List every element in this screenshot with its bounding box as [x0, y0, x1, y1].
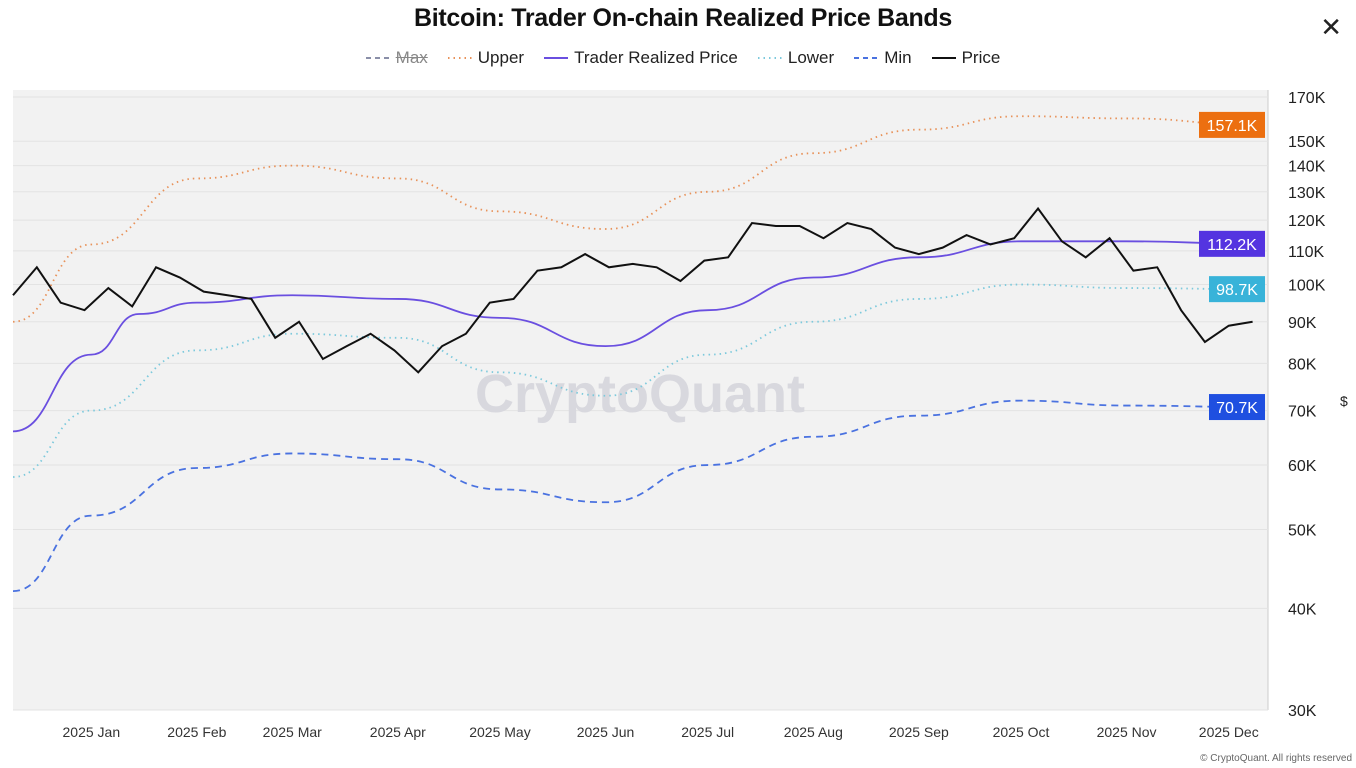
legend-item[interactable]: Upper [447, 48, 525, 68]
x-tick-label: 2025 Jul [681, 724, 734, 740]
currency-icon[interactable]: $ [1340, 393, 1348, 409]
last-value-badge [1209, 394, 1265, 421]
legend-label: Max [395, 48, 428, 67]
last-value-badge [1199, 111, 1265, 138]
last-value-label: 157.1K [1207, 118, 1258, 135]
plot-area [13, 90, 1268, 710]
last-value-badge [1209, 276, 1265, 303]
x-tick-label: 2025 Feb [167, 724, 226, 740]
last-value-label: 98.7K [1216, 282, 1258, 299]
legend-swatch [854, 57, 879, 59]
legend-label: Min [884, 48, 912, 67]
x-tick-label: 2025 Aug [784, 724, 843, 740]
x-tick-label: 2025 Apr [370, 724, 426, 740]
x-tick-label: 2025 Jan [63, 724, 121, 740]
legend-swatch [931, 57, 956, 59]
legend-item[interactable]: Trader Realized Price [544, 48, 738, 68]
chart-title: Bitcoin: Trader On-chain Realized Price … [413, 4, 953, 32]
legend-swatch [447, 57, 472, 59]
x-tick-label: 2025 May [469, 724, 530, 740]
series-line-upper [12, 115, 1257, 323]
x-tick-label: 2025 Mar [263, 724, 322, 740]
x-tick-label: 2025 Jun [577, 724, 635, 740]
legend-item[interactable]: Max [365, 48, 428, 68]
watermark: CryptoQuant [475, 364, 805, 424]
y-tick-label: 50K [1288, 522, 1317, 539]
legend-swatch [544, 57, 569, 59]
series-line-trader-realized-price [12, 240, 1257, 433]
y-tick-label: 90K [1288, 315, 1317, 332]
y-tick-label: 110K [1288, 244, 1325, 261]
y-tick-label: 30K [1288, 703, 1317, 720]
series-line-price [12, 206, 1253, 374]
last-value-badge [1199, 230, 1265, 257]
last-value-label: 70.7K [1216, 400, 1258, 417]
y-tick-label: 150K [1288, 134, 1326, 151]
legend-label: Price [961, 48, 1001, 67]
legend-label: Lower [787, 48, 835, 67]
last-value-label: 112.2K [1207, 237, 1257, 254]
y-tick-label: 60K [1288, 458, 1317, 475]
legend: Max Upper Trader Realized Price Lower Min Pri… [0, 48, 1356, 68]
copyright: © CryptoQuant. All rights reserved [1200, 753, 1352, 764]
x-tick-label: 2025 Dec [1199, 724, 1259, 740]
close-icon[interactable]: ✕ [1320, 12, 1342, 42]
series-line-min [12, 399, 1257, 592]
legend-label: Trader Realized Price [574, 48, 738, 67]
y-tick-label: 140K [1288, 159, 1326, 176]
y-tick-label: 70K [1288, 404, 1317, 421]
y-tick-label: 40K [1288, 601, 1317, 618]
legend-swatch [365, 57, 390, 59]
legend-item[interactable]: Min [854, 48, 912, 68]
legend-label: Upper [477, 48, 525, 67]
x-tick-label: 2025 Oct [993, 724, 1050, 740]
legend-swatch [757, 57, 782, 59]
y-tick-label: 130K [1288, 185, 1326, 202]
y-tick-label: 100K [1288, 278, 1326, 295]
y-tick-label: 80K [1288, 356, 1317, 373]
x-tick-label: 2025 Nov [1097, 724, 1157, 740]
y-tick-label: 170K [1288, 90, 1326, 107]
legend-item[interactable]: Lower [757, 48, 835, 68]
x-tick-label: 2025 Sep [889, 724, 949, 740]
legend-item[interactable]: Price [931, 48, 1001, 68]
y-tick-label: 120K [1288, 213, 1326, 230]
